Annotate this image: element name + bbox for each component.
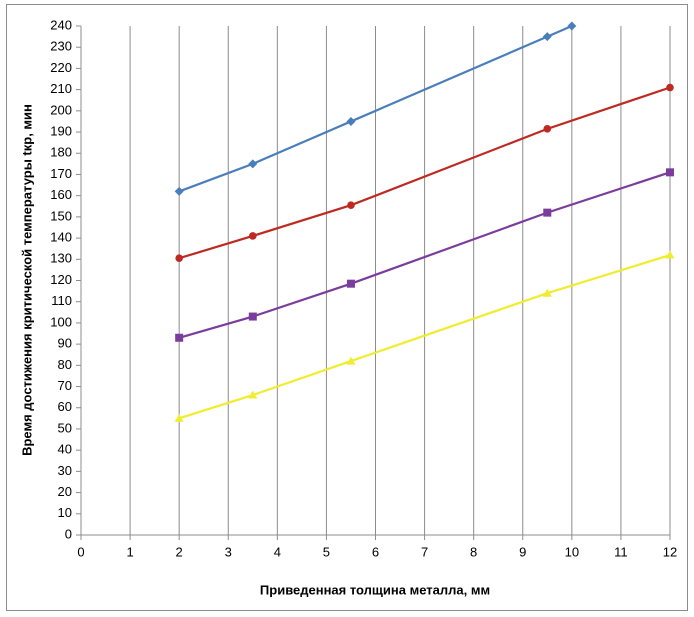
- y-tick-label: 240: [50, 17, 72, 32]
- y-tick-label: 220: [50, 60, 72, 75]
- marker: [543, 208, 552, 217]
- x-tick-label: 9: [519, 544, 526, 559]
- y-axis-label: Время достижения критической температуры…: [19, 104, 34, 456]
- x-tick-label: 10: [565, 544, 579, 559]
- y-tick-label: 40: [58, 442, 72, 457]
- y-tick-label: 140: [50, 230, 72, 245]
- x-tick-label: 1: [126, 544, 133, 559]
- x-tick-label: 8: [470, 544, 477, 559]
- x-tick-label: 3: [225, 544, 232, 559]
- y-tick-label: 130: [50, 251, 72, 266]
- marker: [666, 168, 674, 177]
- y-tick-label: 50: [58, 420, 72, 435]
- marker: [175, 254, 183, 263]
- y-tick-label: 80: [58, 357, 72, 372]
- marker: [347, 201, 355, 210]
- y-tick-label: 180: [50, 145, 72, 160]
- y-tick-label: 10: [58, 505, 72, 520]
- x-tick-label: 4: [274, 544, 281, 559]
- marker: [346, 356, 356, 365]
- x-axis-label: Приведенная толщина металла, мм: [260, 582, 490, 597]
- marker: [174, 413, 184, 422]
- y-tick-label: 70: [58, 378, 72, 393]
- x-tick-label: 7: [421, 544, 428, 559]
- y-tick-label: 30: [58, 463, 72, 478]
- marker: [346, 279, 355, 288]
- marker: [248, 312, 257, 321]
- y-tick-label: 150: [50, 208, 72, 223]
- y-tick-label: 190: [50, 123, 72, 138]
- y-tick-label: 0: [65, 526, 72, 541]
- marker: [567, 21, 577, 31]
- x-tick-label: 6: [372, 544, 379, 559]
- marker: [665, 250, 675, 259]
- x-tick-label: 2: [176, 544, 183, 559]
- y-tick-label: 120: [50, 272, 72, 287]
- chart-border: [6, 4, 688, 611]
- y-tick-label: 110: [51, 293, 72, 308]
- marker: [248, 390, 258, 399]
- x-tick-label: 11: [614, 544, 628, 559]
- x-tick-label: 0: [77, 544, 84, 559]
- y-tick-label: 200: [50, 102, 72, 117]
- y-tick-label: 170: [50, 166, 72, 181]
- marker: [248, 159, 258, 169]
- marker: [666, 83, 674, 92]
- y-tick-label: 20: [58, 484, 72, 499]
- marker: [543, 125, 552, 133]
- marker: [542, 32, 552, 42]
- y-tick-label: 160: [50, 187, 72, 202]
- marker: [346, 116, 356, 126]
- marker: [174, 186, 184, 196]
- x-tick-label: 12: [663, 544, 677, 559]
- y-tick-label: 90: [58, 336, 72, 351]
- x-tick-label: 5: [323, 544, 330, 559]
- y-tick-label: 60: [58, 399, 72, 414]
- marker: [175, 333, 184, 342]
- marker: [248, 232, 257, 240]
- marker: [542, 288, 552, 297]
- y-tick-label: 210: [50, 81, 72, 96]
- y-tick-label: 100: [50, 314, 72, 329]
- y-tick-label: 230: [50, 39, 72, 54]
